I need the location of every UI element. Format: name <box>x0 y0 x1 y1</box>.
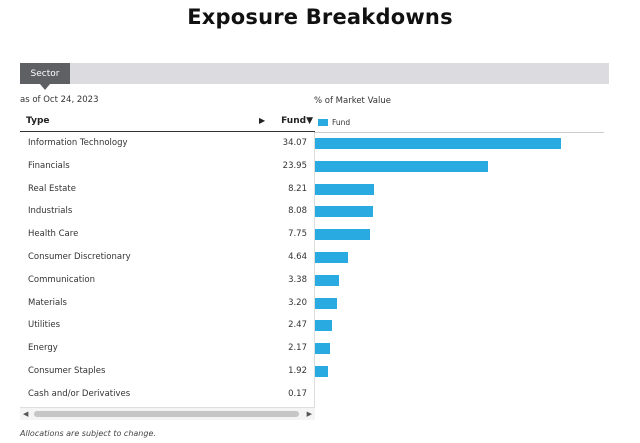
chart-bar <box>314 320 332 332</box>
as-of-date: as of Oct 24, 2023 <box>20 95 99 105</box>
chart-bar <box>314 160 488 172</box>
tab-sector[interactable]: Sector <box>20 63 70 90</box>
table-row: Communication 3.38 <box>20 270 315 292</box>
page-title: Exposure Breakdowns <box>187 5 453 29</box>
table-row: Industrials 8.08 <box>20 201 315 223</box>
chart-bar <box>314 297 338 309</box>
scroll-left-icon[interactable]: ◀ <box>23 410 29 418</box>
footnote: Allocations are subject to change. <box>20 429 156 438</box>
tab-bar: Sector <box>20 63 609 90</box>
table-row: Information Technology 34.07 <box>20 133 315 155</box>
table-row: Financials 23.95 <box>20 156 315 178</box>
row-fund-value: 23.95 <box>282 160 307 171</box>
legend-divider <box>314 132 604 133</box>
table-row: Energy 2.17 <box>20 338 315 360</box>
chart-bar <box>314 229 371 241</box>
row-type-label: Communication <box>28 274 95 285</box>
row-fund-value: 34.07 <box>282 138 307 148</box>
row-type-label: Information Technology <box>28 138 128 148</box>
scroll-thumb[interactable] <box>34 411 299 417</box>
row-fund-value: 4.64 <box>288 252 307 262</box>
row-type-label: Materials <box>28 297 67 308</box>
row-type-label: Utilities <box>28 320 60 331</box>
row-fund-value: 3.20 <box>288 297 307 308</box>
table-row: Real Estate 8.21 <box>20 179 315 201</box>
chart-bar <box>314 138 561 149</box>
row-fund-value: 3.38 <box>288 274 307 285</box>
row-fund-value: 2.17 <box>288 343 307 354</box>
row-type-label: Consumer Staples <box>28 366 106 376</box>
table-border <box>314 133 315 407</box>
row-fund-value: 8.21 <box>288 183 307 194</box>
row-type-label: Real Estate <box>28 183 76 194</box>
row-type-label: Energy <box>28 343 58 354</box>
chart-bar <box>314 183 374 195</box>
header-divider <box>20 131 315 132</box>
chart-axis-label: % of Market Value <box>314 96 391 106</box>
table-row: Consumer Discretionary 4.64 <box>20 247 315 269</box>
sort-arrow-icon[interactable]: ▶ <box>259 116 266 125</box>
column-header-type[interactable]: Type <box>26 116 50 126</box>
row-type-label: Financials <box>28 160 70 171</box>
row-fund-value: 8.08 <box>288 206 307 217</box>
row-fund-value: 1.92 <box>288 366 307 376</box>
chart-bar <box>314 252 348 263</box>
chart-bar <box>314 206 373 218</box>
table-row: Materials 3.20 <box>20 293 315 315</box>
chart-bar <box>314 343 330 355</box>
row-type-label: Cash and/or Derivatives <box>28 388 131 399</box>
scroll-right-icon[interactable]: ▶ <box>306 410 312 418</box>
row-fund-value: 7.75 <box>288 229 307 240</box>
horizontal-scrollbar[interactable]: ◀ ▶ <box>20 407 315 420</box>
table-row: Health Care 7.75 <box>20 224 315 246</box>
legend-swatch <box>318 119 328 126</box>
chart-bar <box>314 366 328 377</box>
row-fund-value: 0.17 <box>288 388 307 399</box>
table-header: Type ▶ Fund▼ <box>20 112 315 132</box>
row-type-label: Health Care <box>28 229 79 240</box>
column-header-fund[interactable]: Fund▼ <box>281 116 313 126</box>
chart-legend: Fund <box>318 118 350 127</box>
legend-label: Fund <box>332 118 351 127</box>
row-type-label: Consumer Discretionary <box>28 252 131 262</box>
row-fund-value: 2.47 <box>288 320 307 331</box>
row-type-label: Industrials <box>28 206 73 217</box>
table-row: Utilities 2.47 <box>20 315 315 337</box>
table-row: Consumer Staples 1.92 <box>20 361 315 383</box>
table-row: Cash and/or Derivatives 0.17 <box>20 384 315 406</box>
chart-bar <box>314 274 339 286</box>
